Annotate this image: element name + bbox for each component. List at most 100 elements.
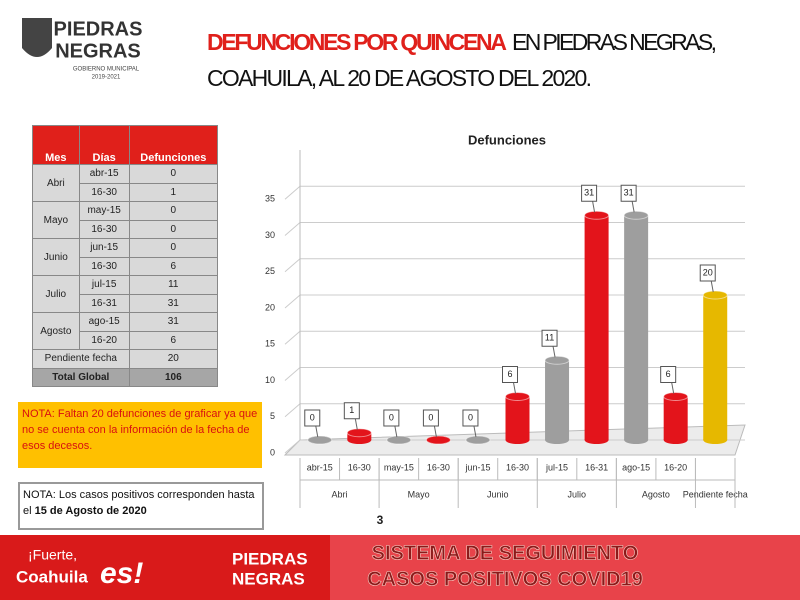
table-cell: Julio [32, 275, 80, 313]
bar-top [307, 435, 333, 445]
table-cell: 0 [128, 238, 219, 258]
table-cell: Abri [32, 164, 80, 202]
table-cell: 6 [128, 330, 219, 350]
table-row: Agosto ago-15 31 [32, 312, 219, 350]
table-cell: Días [78, 125, 130, 165]
label-leader [315, 425, 319, 438]
table-row: Julio jul-15 11 [32, 275, 219, 313]
footer-right [330, 535, 800, 600]
grid-line [284, 294, 745, 309]
value-label: 0 [389, 412, 394, 422]
deaths-table: Mes Días Defunciones Abri abr-15 0 16-30 1 Mayo m… [32, 125, 219, 387]
grid-line [284, 330, 745, 345]
value-label: 6 [666, 369, 671, 379]
table-cell: 6 [128, 256, 219, 276]
logo-crest [22, 18, 52, 57]
bar-base [663, 436, 688, 444]
table-cell: Total Global [32, 367, 130, 387]
label-leader [671, 382, 675, 394]
label-box [502, 366, 518, 383]
table-row: Total Global 106 [32, 367, 219, 387]
title-rest: EN PIEDRAS NEGRAS, [512, 29, 717, 55]
label-box [422, 409, 439, 427]
x-tick-label: ago-15 [622, 462, 650, 472]
label-leader [433, 425, 437, 438]
slogan: Coahuila [16, 567, 88, 586]
table-cell: Mes [32, 125, 80, 165]
label-box [581, 184, 598, 202]
note-text: NOTA: Los casos positivos corresponden h… [23, 489, 255, 517]
group-label: Julio [568, 489, 587, 499]
table-cell: 0 [128, 201, 219, 221]
table-cell: 16-31 [78, 293, 130, 313]
table-cell: jul-15 [78, 275, 130, 295]
bar-top [386, 435, 412, 445]
bar-base [584, 436, 609, 444]
bar [505, 396, 530, 440]
banner-text: CASOS POSITIVOS COVID19 [367, 568, 643, 590]
group-label: Agosto [642, 489, 670, 499]
table-row: 16-31 31 [33, 293, 219, 313]
logo-sub: GOBIERNO MUNICIPAL [73, 67, 140, 73]
value-label: 31 [584, 188, 594, 198]
label-box [660, 366, 677, 383]
x-tick-label: jul-15 [545, 462, 568, 472]
x-tick-label: 16-30 [506, 462, 529, 472]
table-cell: Pendiente fecha [32, 349, 130, 369]
x-tick-label: 16-20 [664, 462, 687, 472]
bar-top [425, 435, 451, 445]
x-tick-label: 16-31 [585, 462, 608, 472]
value-label: 20 [703, 267, 713, 277]
bar-base [624, 436, 649, 444]
value-label: 11 [545, 333, 554, 343]
label-box [383, 409, 400, 427]
bar-base [347, 436, 372, 444]
label-leader [592, 201, 596, 213]
note-missing: NOTA: Faltan 20 defunciones de graficar … [18, 402, 262, 468]
bar-base [505, 436, 530, 444]
bar-top [544, 355, 570, 365]
x-tick-label: jun-15 [464, 462, 490, 472]
y-tick-label: 30 [265, 230, 275, 240]
table-row: Mayo may-15 0 [32, 201, 219, 239]
banner-text: SISTEMA DE SEGUIMIENTO [372, 542, 639, 564]
y-tick-label: 35 [265, 194, 275, 204]
table-cell: 16-20 [78, 330, 130, 350]
label-leader [710, 280, 714, 293]
grid-line [284, 258, 745, 273]
title-highlight: DEFUNCIONES POR QUINCENA [207, 29, 507, 55]
table-cell: 16-30 [78, 219, 130, 239]
label-box [304, 409, 321, 427]
bar [663, 396, 688, 440]
y-tick-label: 5 [270, 411, 275, 421]
value-label: 31 [624, 188, 634, 198]
table-cell: 31 [128, 293, 219, 313]
table-cell: 20 [128, 349, 219, 369]
table-row: Mes Días Defunciones [32, 125, 219, 165]
table-cell: 0 [128, 164, 219, 184]
grid-line [284, 185, 745, 200]
table-cell: 16-30 [78, 256, 130, 276]
label-leader [552, 346, 556, 358]
bar-base [703, 436, 728, 444]
bar [624, 215, 649, 440]
value-label: 0 [428, 412, 433, 422]
table-cell: 1 [128, 182, 219, 202]
logo-line1: PIEDRAS [54, 18, 143, 40]
slogan: ¡Fuerte, [28, 547, 77, 563]
x-tick-label: 16-30 [427, 462, 450, 472]
page-number: 3 [377, 513, 384, 527]
table-row: 16-30 0 [33, 219, 219, 239]
label-leader [394, 425, 398, 438]
group-label: Abri [332, 489, 348, 499]
x-tick-label: 16-30 [348, 462, 371, 472]
table-cell: ago-15 [78, 312, 130, 332]
logo-years: 2019-2021 [92, 75, 121, 81]
bar [703, 295, 728, 440]
group-label: Junio [487, 489, 509, 499]
value-label: 0 [310, 412, 315, 422]
label-leader [631, 201, 635, 213]
slogan: es! [100, 557, 143, 590]
